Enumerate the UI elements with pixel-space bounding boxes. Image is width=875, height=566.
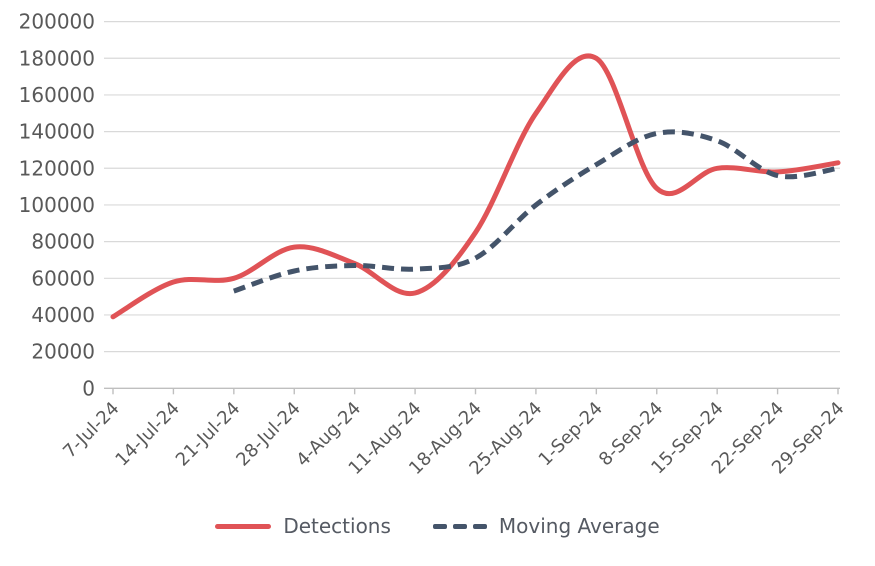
moving-average-line: [233, 129, 839, 294]
y-tick-label: 160000: [19, 83, 95, 107]
y-gridlines: [104, 21, 840, 389]
y-tick-label: 60000: [31, 266, 95, 290]
legend-item-detections: Detections: [215, 514, 391, 538]
y-tick-label: 120000: [19, 156, 95, 180]
y-axis-labels: 0 20000 40000 60000 80000 100000 120000 140000 1…: [19, 10, 95, 401]
plot-area: 0 20000 40000 60000 80000 100000 120000 140000 1…: [19, 10, 849, 479]
y-tick-label: 0: [82, 376, 95, 400]
x-axis-labels: 7-Jul-2414-Jul-2421-Jul-2428-Jul-244-Aug…: [59, 398, 848, 479]
legend: Detections Moving Average: [0, 514, 875, 538]
detections-line: [110, 53, 841, 320]
legend-item-moving-average: Moving Average: [432, 514, 660, 538]
legend-label-detections: Detections: [283, 514, 391, 538]
y-tick-label: 80000: [31, 230, 95, 254]
y-tick-label: 100000: [19, 193, 95, 217]
x-tick-marks: [112, 388, 839, 395]
x-tick-label: 1-Sep-24: [535, 398, 607, 470]
y-tick-label: 40000: [31, 303, 95, 327]
detections-line-swatch: [215, 523, 272, 529]
x-tick-label: 28-Jul-24: [232, 398, 305, 471]
y-tick-label: 140000: [19, 120, 95, 144]
legend-label-moving-average: Moving Average: [498, 514, 660, 538]
x-tick-label: 21-Jul-24: [172, 398, 245, 471]
y-tick-label: 200000: [19, 10, 95, 34]
x-tick-label: 14-Jul-24: [111, 398, 184, 471]
y-tick-label: 20000: [31, 340, 95, 364]
y-tick-label: 180000: [19, 46, 95, 70]
moving-average-line-swatch: [432, 523, 487, 529]
